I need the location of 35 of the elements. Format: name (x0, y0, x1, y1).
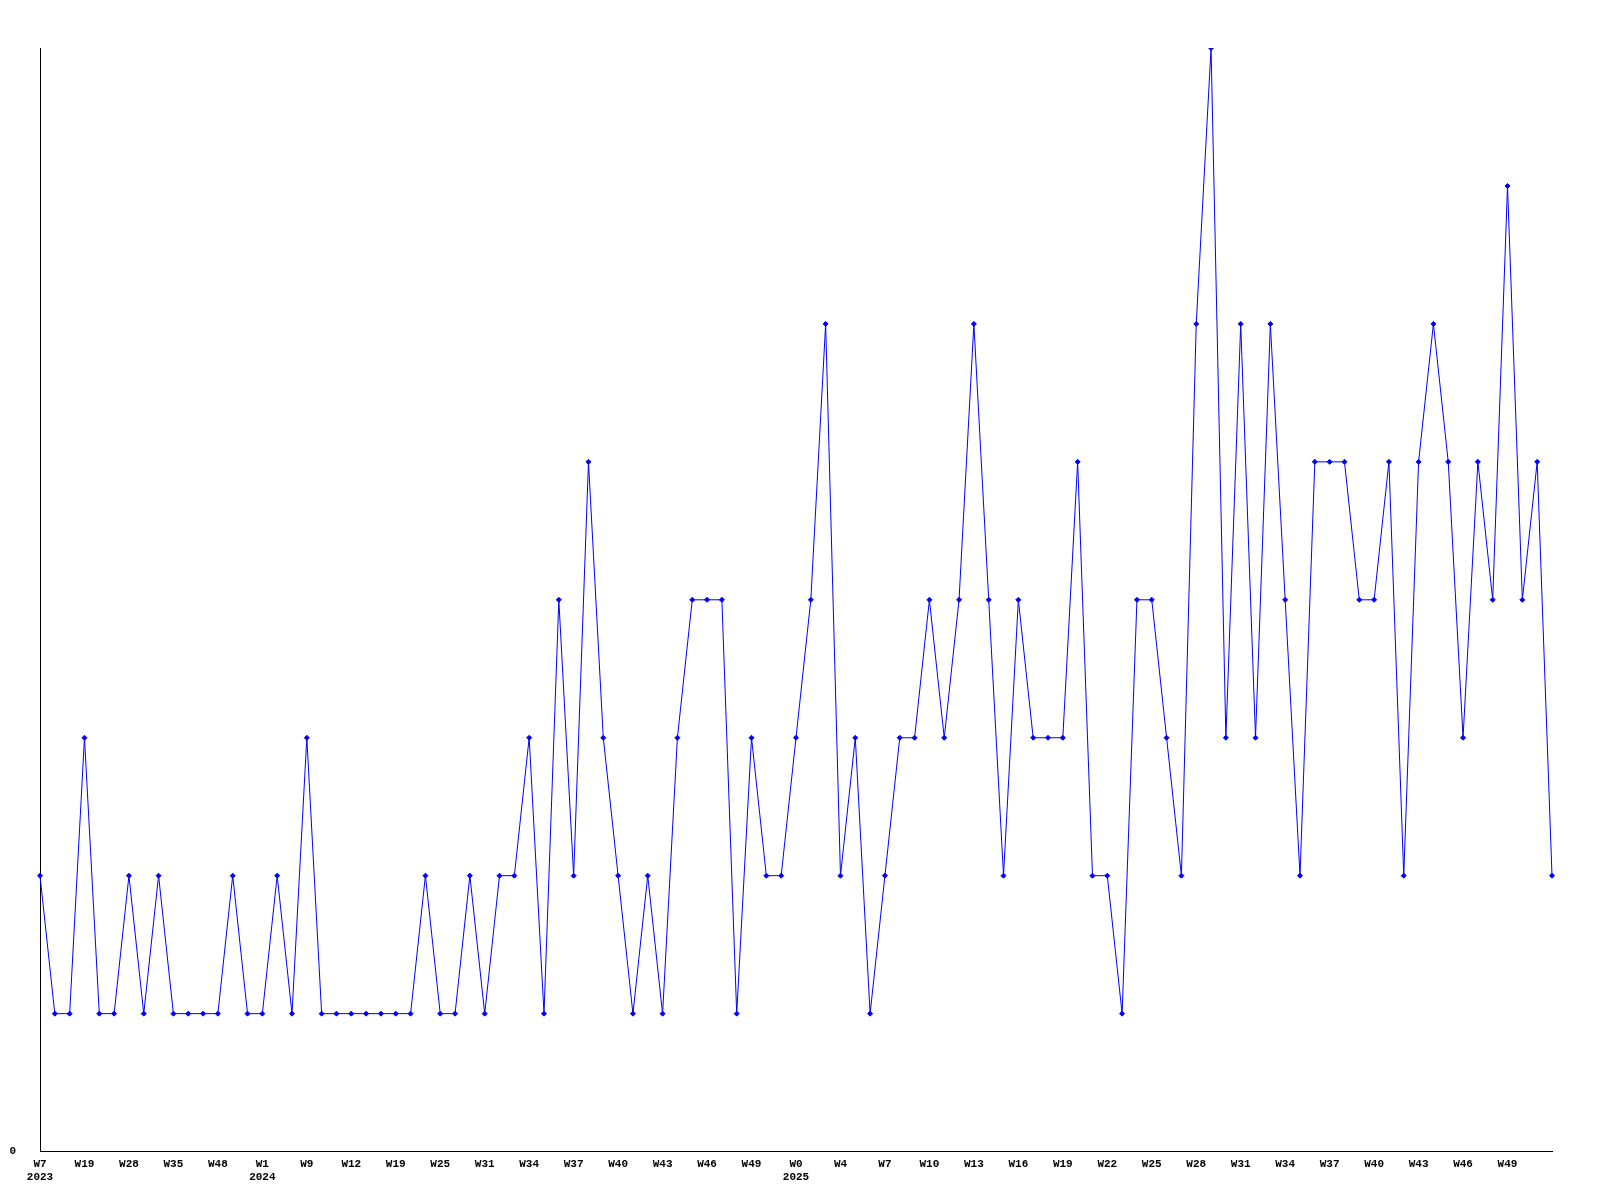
text: 0 (9, 1145, 16, 1158)
x-tick-label: W49 (1497, 1157, 1518, 1170)
x-tick-label: W19 (385, 1157, 406, 1170)
x-tick-label: W37 (563, 1157, 584, 1170)
x-tick-label: W34 (519, 1157, 540, 1170)
x-tick-label: W25 (1141, 1157, 1163, 1170)
x-tick-label: W35 (163, 1157, 184, 1170)
x-tick-label: W22 (1097, 1157, 1118, 1170)
x-tick-label: W48 (207, 1157, 229, 1170)
x-tick-label: W37 (1319, 1157, 1340, 1170)
x-tick-label: W12 (341, 1157, 362, 1170)
x-tick-label: W19 (1052, 1157, 1073, 1170)
x-tick-label: W46 (697, 1157, 717, 1170)
x-tick-label: W13 (963, 1157, 985, 1170)
x-tick-label: W1 2024 (249, 1157, 276, 1184)
x-tick-label: W28 (119, 1157, 140, 1170)
x-tick-label: W9 (300, 1157, 314, 1170)
x-tick-label: W16 (1008, 1157, 1029, 1170)
x-tick-label: W43 (652, 1157, 673, 1170)
x-tick-label: W0 2025 (782, 1157, 810, 1184)
x-tick-label: W40 (1364, 1157, 1385, 1170)
x-tick-label: W10 (919, 1157, 940, 1170)
x-tick-label: W7 2023 (26, 1157, 54, 1184)
x-tick-label: W28 (1186, 1157, 1207, 1170)
x-tick-label: W31 (1230, 1157, 1251, 1170)
x-tick-label: W40 (608, 1157, 629, 1170)
x-tick-label: W31 (474, 1157, 495, 1170)
x-tick-label: W46 (1453, 1157, 1473, 1170)
x-tick-label: W25 (430, 1157, 451, 1170)
x-tick-label: W43 (1408, 1157, 1429, 1170)
x-tick-label: W34 (1275, 1157, 1296, 1170)
x-tick-label: W4 (833, 1157, 848, 1170)
x-tick-label: W19 (74, 1157, 95, 1170)
x-tick-label: W49 (741, 1157, 762, 1170)
x-tick-label: W7 (878, 1157, 892, 1170)
